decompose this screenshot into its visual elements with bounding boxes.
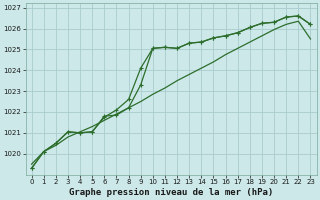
X-axis label: Graphe pression niveau de la mer (hPa): Graphe pression niveau de la mer (hPa) — [69, 188, 273, 197]
